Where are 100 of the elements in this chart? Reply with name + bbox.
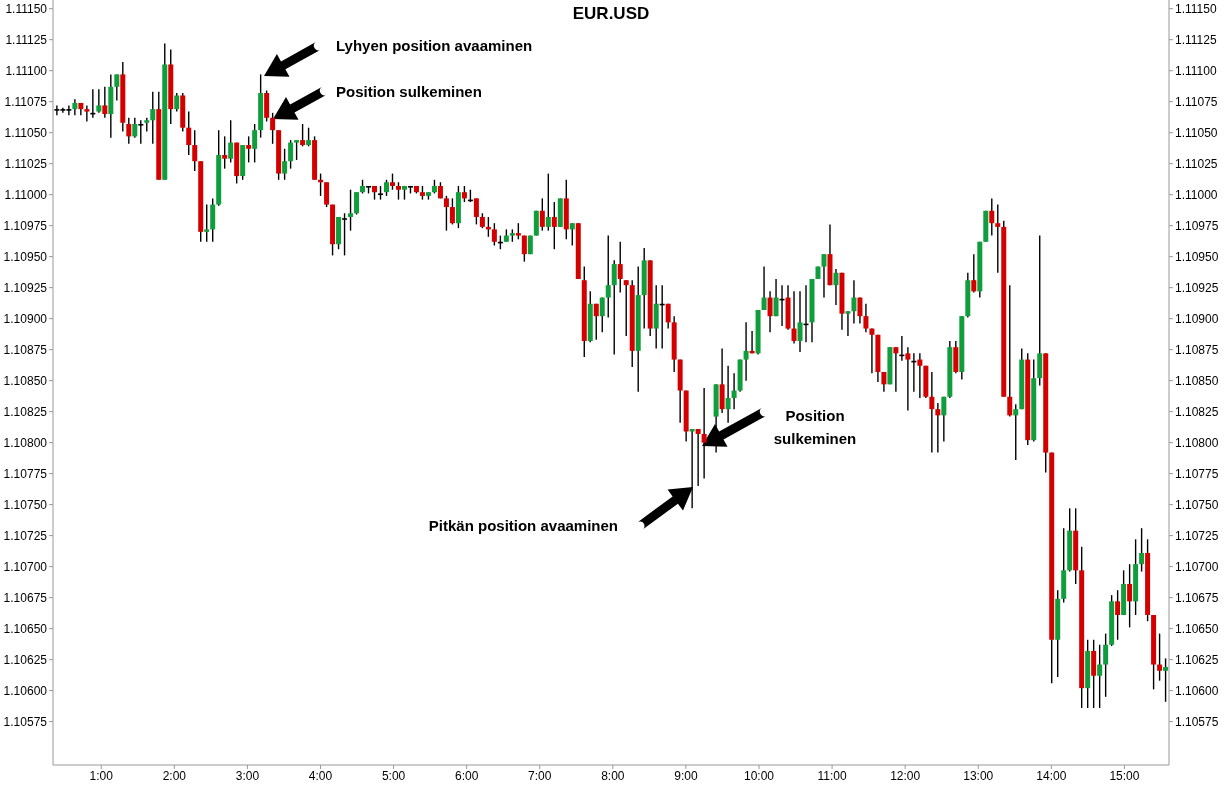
y-tick-label: 1.10975 [3,218,48,233]
candlestick [701,387,707,480]
candlestick [282,148,288,181]
candlestick [150,91,156,145]
x-tick-label: 6:00 [454,768,479,783]
candlestick [84,104,90,123]
candlestick [821,253,827,299]
y2-tick-label: 1.10775 [1175,466,1219,481]
candlestick [294,139,300,161]
candlestick [761,265,767,311]
candlestick [857,296,863,325]
candlestick [1103,632,1109,698]
y2-tick-label: 1.10950 [1175,249,1219,264]
candlestick [354,191,360,216]
candlestick [1115,589,1121,641]
y-tick-label: 1.11075 [4,94,48,109]
candlestick [138,119,144,145]
candlestick [611,259,617,356]
y-tick-label: 1.10750 [3,497,48,512]
candlestick [1007,284,1013,418]
candlestick [863,303,869,333]
candlestick [695,428,701,487]
candlestick [995,203,1001,274]
x-tick-label: 15:00 [1109,768,1140,783]
candlestick [551,201,557,250]
candlestick [228,119,234,164]
y-tick-label: 1.10700 [3,559,48,574]
y-tick-label: 1.11050 [4,125,48,140]
y2-tick-label: 1.10650 [1175,621,1219,636]
y2-tick-label: 1.11050 [1175,125,1218,140]
candlestick [845,310,851,337]
candlestick [593,303,599,341]
candlestick [545,172,551,232]
y-tick-label: 1.11025 [4,156,48,171]
x-tick-label: 11:00 [817,768,847,783]
y-tick-label: 1.11000 [4,187,48,202]
y2-tick-label: 1.11075 [1175,94,1218,109]
y-tick-label: 1.10825 [3,404,48,419]
y-tick-label: 1.10675 [3,590,48,605]
x-tick-label: 7:00 [528,768,552,783]
y-tick-label: 1.10875 [3,342,48,357]
y-tick-label: 1.10650 [3,621,48,636]
y2-tick-label: 1.10975 [1175,218,1219,233]
candlestick [449,197,455,226]
y2-tick-label: 1.11025 [1175,156,1218,171]
candlestick [989,197,995,237]
y2-tick-label: 1.10875 [1175,342,1219,357]
x-tick-label: 5:00 [381,768,406,783]
y-tick-label: 1.10775 [3,466,48,481]
annotation: Pitkän position avaaminen [428,517,618,535]
y2-tick-label: 1.11000 [1175,187,1218,202]
y2-tick-label: 1.11150 [1175,1,1217,16]
candlestick [102,86,108,119]
y2-tick-label: 1.10675 [1175,590,1219,605]
candlestick [731,372,737,410]
annotation: Lyhyen position avaaminen [336,37,533,55]
candlestick [186,110,192,156]
candlestick [270,112,276,145]
candlestick [935,402,941,454]
candlestick [791,290,797,345]
candlestick [222,135,228,170]
candlestick [306,127,312,147]
candlestick [941,396,947,443]
x-tick-label: 3:00 [235,768,260,783]
y-tick-label: 1.10900 [3,311,48,326]
y-tick-label: 1.11125 [5,32,48,47]
y-tick-label: 1.10725 [3,528,48,543]
candlestick [569,222,575,247]
candlestick [833,268,839,306]
y-tick-label: 1.10625 [3,652,48,667]
x-tick-label: 4:00 [308,768,333,783]
annotation: Position sulkeminen [336,83,482,101]
y2-tick-label: 1.11125 [1175,32,1217,47]
y-tick-label: 1.10800 [3,435,48,450]
x-tick-label: 12:00 [890,768,921,783]
candlestick [929,371,935,454]
candlestick [348,189,354,232]
candlestick [1139,527,1145,573]
x-tick-label: 1:00 [89,768,114,783]
y-tick-label: 1.10925 [3,280,48,295]
y2-tick-label: 1.10850 [1175,373,1219,388]
candlestick [893,346,899,393]
y2-tick-label: 1.10750 [1175,497,1219,512]
candlestick [174,92,180,113]
candlestick [851,279,857,325]
y2-tick-label: 1.10825 [1175,404,1219,419]
y2-tick-label: 1.10925 [1175,280,1219,295]
x-tick-label: 9:00 [674,768,698,783]
candlestick [623,279,629,337]
candlestick [324,181,330,208]
candlestick [114,73,120,102]
y-tick-label: 1.11150 [5,1,48,16]
candlestick [869,327,875,374]
candlestick [204,203,210,243]
y-tick-label: 1.10950 [3,249,48,264]
candlestick [743,321,749,382]
y2-tick-label: 1.10800 [1175,435,1219,450]
x-tick-label: 8:00 [601,768,625,783]
candlestick [443,195,449,232]
y2-tick-label: 1.10625 [1175,652,1219,667]
